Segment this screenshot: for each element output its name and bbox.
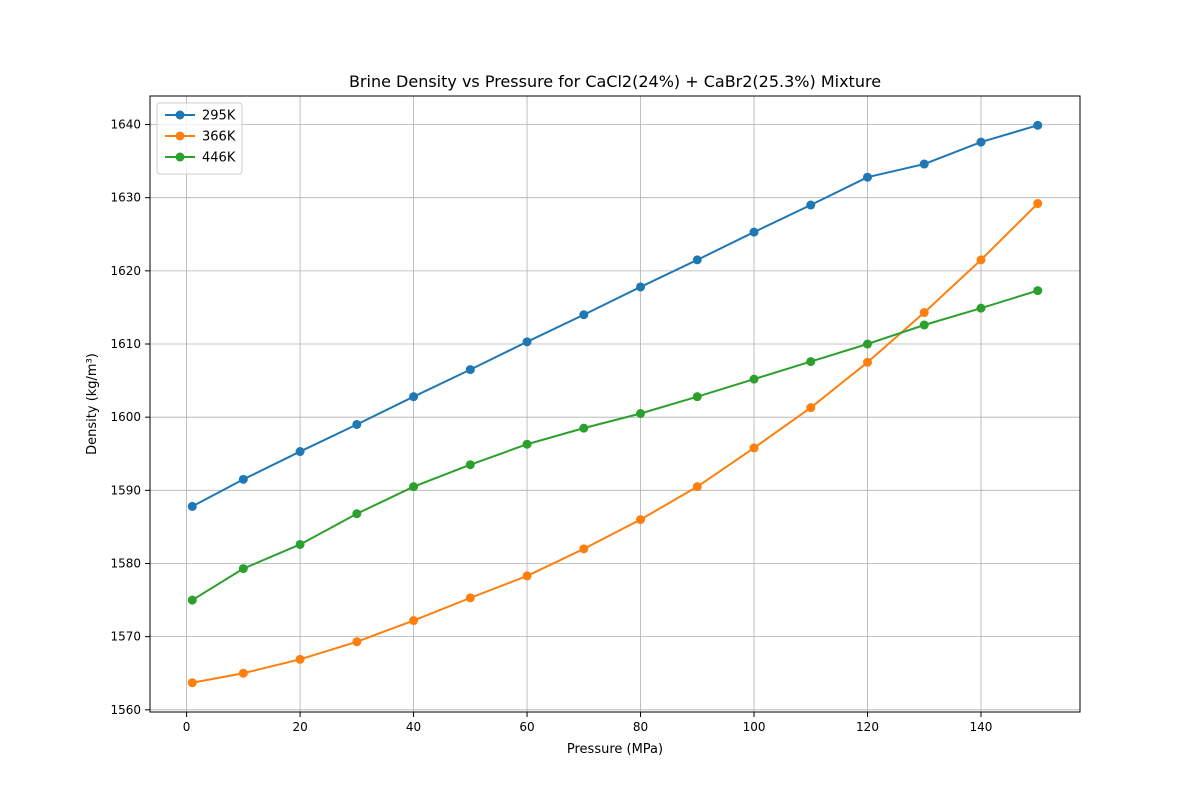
data-point-446K <box>919 320 929 330</box>
data-point-295K <box>295 447 305 457</box>
legend-label: 446K <box>202 151 236 166</box>
data-point-295K <box>1033 120 1043 130</box>
data-point-295K <box>465 365 475 375</box>
data-point-366K <box>692 482 702 492</box>
data-point-366K <box>295 654 305 664</box>
chart-title: Brine Density vs Pressure for CaCl2(24%)… <box>349 72 881 91</box>
legend: 295K 366K 446K <box>156 102 243 175</box>
data-point-446K <box>579 423 589 433</box>
data-point-446K <box>749 374 759 384</box>
data-point-446K <box>863 339 873 349</box>
data-point-366K <box>465 593 475 603</box>
series-line-446K <box>191 289 1039 601</box>
x-tick-label: 100 <box>743 720 766 734</box>
data-point-366K <box>352 637 362 647</box>
data-point-446K <box>409 482 419 492</box>
data-point-295K <box>238 474 248 484</box>
data-point-295K <box>863 172 873 182</box>
data-point-366K <box>579 544 589 554</box>
data-point-446K <box>1033 286 1043 296</box>
data-point-446K <box>806 357 816 367</box>
data-point-366K <box>976 255 986 265</box>
data-point-295K <box>352 419 362 429</box>
x-tick-label: 120 <box>856 720 879 734</box>
data-point-446K <box>692 392 702 402</box>
data-point-366K <box>1033 199 1043 209</box>
axes-frame <box>149 95 1081 713</box>
x-tick-label: 140 <box>970 720 993 734</box>
y-tick-label: 1560 <box>110 703 141 717</box>
plot-area <box>187 120 1043 688</box>
data-point-366K <box>636 515 646 525</box>
data-point-446K <box>187 595 197 605</box>
data-point-446K <box>465 460 475 470</box>
data-point-295K <box>692 255 702 265</box>
data-point-446K <box>352 509 362 519</box>
grid <box>150 96 1080 712</box>
data-point-366K <box>863 357 873 367</box>
y-tick-label: 1640 <box>110 118 141 132</box>
y-tick-label: 1630 <box>110 191 141 205</box>
data-point-366K <box>238 668 248 678</box>
legend-marker <box>175 152 185 162</box>
y-tick-label: 1570 <box>110 630 141 644</box>
data-point-295K <box>522 337 532 347</box>
data-point-295K <box>409 392 419 402</box>
y-tick-label: 1580 <box>110 556 141 570</box>
data-point-446K <box>636 409 646 419</box>
y-axis-label: Density (kg/m³) <box>85 353 100 455</box>
data-point-446K <box>238 564 248 574</box>
data-point-366K <box>187 678 197 688</box>
data-point-295K <box>749 227 759 237</box>
x-tick-label: 80 <box>633 720 648 734</box>
x-tick-label: 40 <box>406 720 421 734</box>
x-tick-label: 60 <box>519 720 534 734</box>
data-point-366K <box>749 443 759 453</box>
data-point-366K <box>806 403 816 413</box>
x-axis-label: Pressure (MPa) <box>567 742 663 757</box>
data-point-366K <box>522 571 532 581</box>
series-line-295K <box>191 124 1039 508</box>
data-point-295K <box>806 200 816 210</box>
data-point-446K <box>522 439 532 449</box>
y-tick-label: 1590 <box>110 483 141 497</box>
data-point-295K <box>636 282 646 292</box>
data-point-366K <box>919 308 929 318</box>
series-line-366K <box>192 202 1039 684</box>
data-point-446K <box>976 303 986 313</box>
data-point-295K <box>187 501 197 511</box>
x-tick-label: 20 <box>292 720 307 734</box>
data-point-295K <box>976 137 986 147</box>
data-point-295K <box>919 159 929 169</box>
data-point-295K <box>579 310 589 320</box>
data-point-446K <box>295 539 305 549</box>
data-point-366K <box>409 616 419 626</box>
axis-ticks: 0 20 40 60 80 100 120 140 1560 1570 1580 1590 1600 16… <box>110 118 992 734</box>
legend-label: 295K <box>202 109 236 124</box>
legend-marker <box>175 110 185 120</box>
y-tick-label: 1610 <box>110 337 141 351</box>
x-tick-label: 0 <box>183 720 191 734</box>
y-tick-label: 1600 <box>110 410 141 424</box>
legend-label: 366K <box>202 130 236 145</box>
y-tick-label: 1620 <box>110 264 141 278</box>
legend-marker <box>175 131 185 141</box>
